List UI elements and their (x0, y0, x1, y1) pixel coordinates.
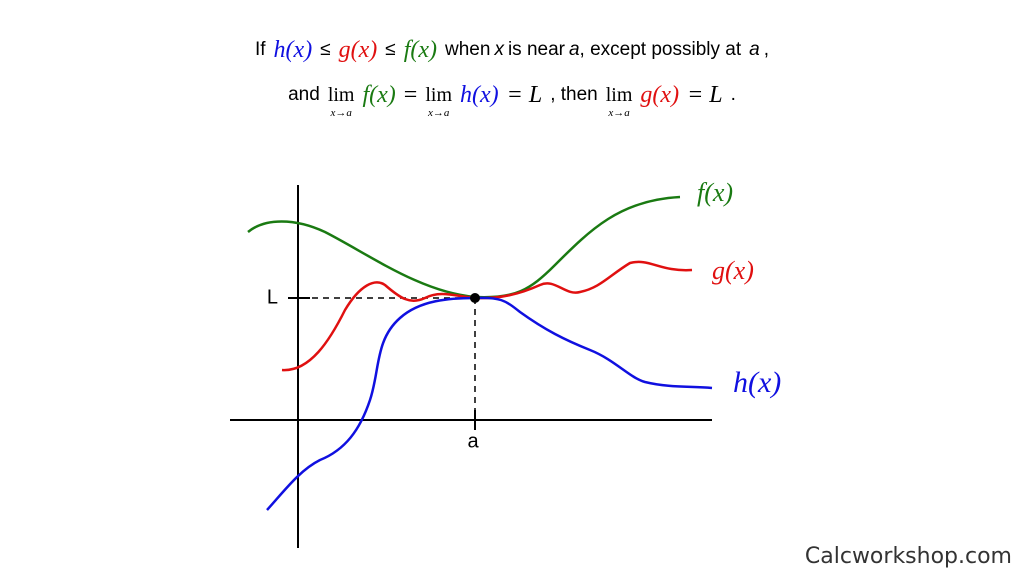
text: x (494, 39, 504, 60)
L-label: L (267, 286, 278, 308)
limit: lim x→a (606, 85, 633, 119)
statement-line-2: and lim x→a f(x) = lim x→a h(x) = L , then… (0, 80, 1024, 124)
limit: lim x→a (425, 85, 452, 119)
text: ≤ (320, 39, 331, 60)
text: when (445, 39, 491, 60)
limit: lim x→a (328, 85, 355, 119)
text: and (288, 84, 320, 105)
text: a (749, 39, 760, 60)
watermark: Calcworkshop.com (805, 544, 1012, 569)
limit-point (470, 293, 480, 303)
math-eq: = L (687, 81, 723, 108)
lim: lim (425, 84, 453, 106)
math-h: h(x) (273, 36, 313, 63)
curve-h (266, 296, 713, 511)
text: . (730, 84, 736, 105)
a-label: a (467, 430, 479, 452)
h-label: h(x) (733, 366, 781, 399)
math-f: f(x) (362, 81, 396, 108)
lim-sub: x→a (330, 107, 352, 119)
text: ≤ (385, 39, 396, 60)
text: , then (550, 84, 598, 105)
text: a (568, 39, 580, 60)
math-g: g(x) (338, 36, 378, 63)
math-eq: = L (506, 81, 543, 108)
lim: lim (327, 84, 355, 106)
math-g: g(x) (640, 81, 680, 108)
g-label: g(x) (712, 256, 754, 285)
math-f: f(x) (403, 36, 438, 63)
text: If (254, 39, 266, 60)
math-h: h(x) (460, 81, 499, 108)
text: is near (507, 39, 565, 60)
statement-line-1: If h(x) ≤ g(x) ≤ f(x) when x is near a ,… (0, 32, 1024, 68)
lim: lim (605, 84, 633, 106)
curve-g (281, 260, 693, 372)
math-eq: = (403, 81, 418, 108)
lim-sub: x→a (608, 107, 630, 119)
lim-sub: x→a (427, 107, 450, 119)
text: , (763, 39, 769, 60)
curve-f (247, 195, 681, 299)
f-label: f(x) (697, 178, 733, 207)
text: , except possibly at (579, 39, 742, 60)
